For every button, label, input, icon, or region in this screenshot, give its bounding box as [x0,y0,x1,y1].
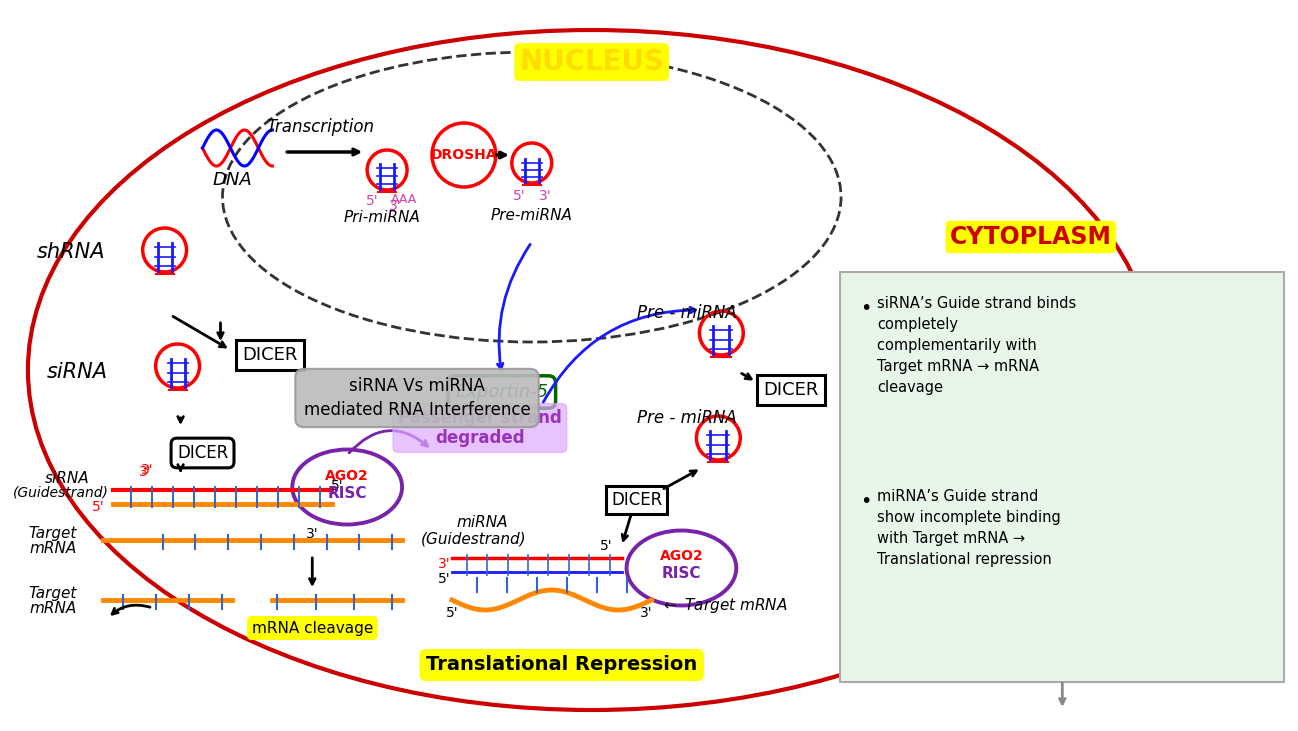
Text: miRNA: miRNA [456,515,508,530]
Text: (Guidestrand): (Guidestrand) [421,531,527,546]
Text: 5': 5' [437,572,450,586]
Text: DNA: DNA [213,171,252,189]
Text: DICER: DICER [243,346,299,364]
Text: miRNA’s Guide strand
show incomplete binding
with Target mRNA →
Translational re: miRNA’s Guide strand show incomplete bin… [877,489,1060,567]
Text: 3': 3' [141,463,154,477]
Text: mRNA: mRNA [30,601,77,616]
Text: 3': 3' [437,557,450,571]
Text: Pre-miRNA: Pre-miRNA [491,208,572,223]
Text: AGO2: AGO2 [659,549,704,563]
FancyBboxPatch shape [840,272,1285,682]
Text: AAA: AAA [391,193,417,206]
Text: DICER: DICER [611,491,662,509]
Text: •: • [861,492,871,511]
Text: RISC: RISC [662,566,701,581]
Text: Pre - miRNA: Pre - miRNA [636,409,736,427]
Text: CYTOPLASM: CYTOPLASM [950,225,1111,249]
Text: Pri-miRNA: Pri-miRNA [344,210,421,225]
Text: 5': 5' [91,500,104,514]
Text: Translational Repression: Translational Repression [426,656,697,675]
Text: siRNA’s Guide strand binds
completely
complementarily with
Target mRNA → mRNA
cl: siRNA’s Guide strand binds completely co… [877,296,1076,395]
Text: •: • [861,299,871,318]
Text: 5': 5' [513,189,526,203]
Text: Target: Target [29,586,77,601]
Text: Transcription: Transcription [266,118,374,136]
Text: siRNA: siRNA [47,362,108,382]
Text: 3': 3' [640,606,653,620]
Text: siRNA Vs miRNA
mediated RNA Interference: siRNA Vs miRNA mediated RNA Interference [304,377,531,419]
Text: 5': 5' [331,479,344,493]
Text: (Guidestrand): (Guidestrand) [13,486,109,500]
Text: 3': 3' [389,199,401,213]
Text: DICER: DICER [177,444,228,462]
Text: DICER: DICER [763,381,819,399]
Text: 3': 3' [139,465,152,479]
Text: DROSHA: DROSHA [431,148,497,162]
Text: NUCLEUS: NUCLEUS [519,48,665,76]
Text: Pre - miRNA: Pre - miRNA [636,304,736,322]
Text: shRNA: shRNA [36,242,105,262]
Text: $\leftarrow$ Target mRNA: $\leftarrow$ Target mRNA [662,596,788,615]
Text: 5': 5' [600,539,613,553]
Text: Passenger strand
degraded: Passenger strand degraded [398,409,562,447]
Text: 3': 3' [540,189,552,203]
Text: mRNA: mRNA [30,541,77,556]
Text: siRNA: siRNA [44,471,90,486]
Text: AGO2: AGO2 [326,469,369,483]
Text: RISC: RISC [327,486,367,501]
Text: Exportin-5: Exportin-5 [456,383,548,401]
Text: 3': 3' [306,527,318,541]
Text: Target: Target [29,526,77,541]
Text: mRNA cleavage: mRNA cleavage [252,621,373,635]
Text: 5': 5' [445,606,458,620]
Text: 5': 5' [366,194,379,208]
